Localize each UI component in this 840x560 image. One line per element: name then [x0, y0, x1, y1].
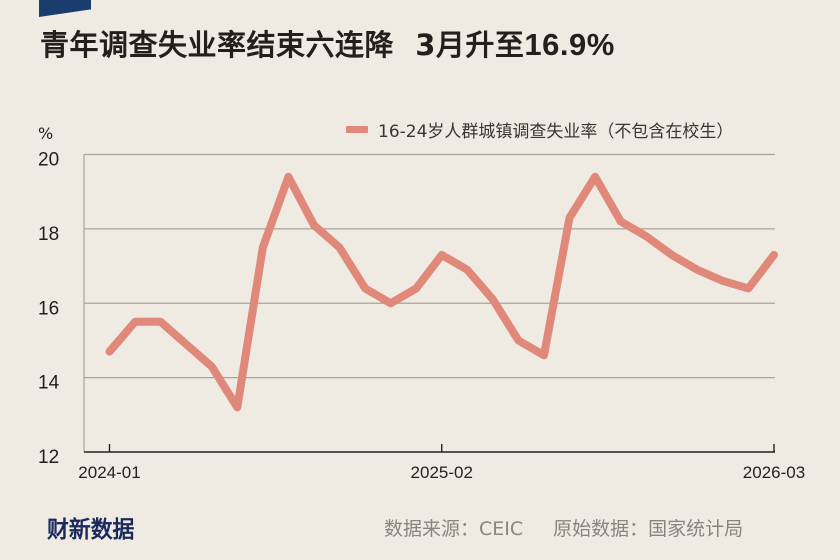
original-data-source: 原始数据：国家统计局 [553, 518, 744, 540]
y-axis-unit: % [38, 124, 54, 143]
y-tick-label: 12 [38, 447, 59, 468]
x-tick-label: 2024-01 [78, 463, 140, 482]
y-tick-label: 16 [38, 298, 59, 319]
y-axis-ticks: 12 14 16 18 20 [38, 150, 60, 469]
y-tick-label: 14 [38, 373, 60, 394]
gridlines [83, 153, 775, 452]
chart-title: 青年调查失业率结束六连降 3月升至16.9% [40, 22, 615, 64]
source-note: 数据来源：CEIC 原始数据：国家统计局 [384, 514, 743, 541]
title-subtext: 3月升至 [415, 28, 525, 62]
data-source: 数据来源：CEIC [384, 518, 524, 540]
legend-label: 16-24岁人群城镇调查失业率（不包含在校生） [378, 122, 734, 142]
y-tick-label: 18 [38, 224, 59, 245]
legend-swatch-icon [346, 126, 368, 133]
x-tick-label: 2026-03 [743, 463, 805, 482]
y-tick-label: 20 [38, 150, 59, 171]
series-line [105, 172, 778, 412]
caixin-data-logo: 财新数据 [47, 517, 135, 543]
title-text: 青年调查失业率结束六连降 [40, 28, 395, 62]
legend: 16-24岁人群城镇调查失业率（不包含在校生） [346, 117, 733, 142]
x-axis: 2024-01 2025-02 2026-03 [78, 444, 805, 482]
x-tick-label: 2025-02 [411, 463, 473, 482]
title-value: 16.9% [524, 27, 615, 62]
